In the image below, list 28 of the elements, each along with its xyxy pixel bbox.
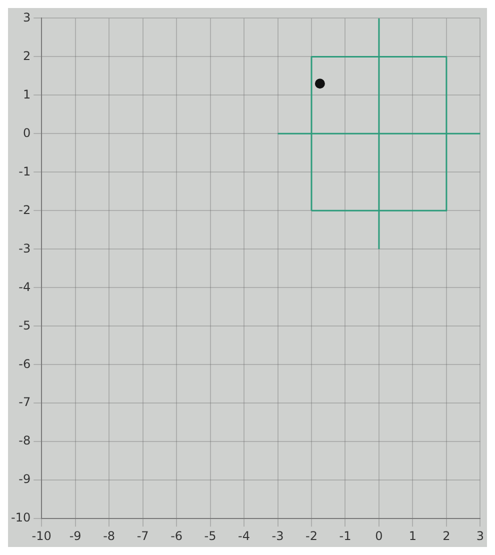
x-tick-label: -9 — [69, 528, 82, 543]
x-tick-label: -4 — [238, 528, 250, 543]
x-tick-label: -6 — [170, 528, 183, 543]
y-tick-label: -9 — [18, 472, 31, 486]
y-tick-label: 0 — [22, 126, 31, 140]
y-tick-label: -5 — [18, 318, 31, 332]
y-tick-label: 1 — [22, 87, 31, 102]
y-tick-label: -7 — [18, 395, 31, 410]
y-tick-label: -4 — [18, 280, 31, 294]
y-tick-label: -3 — [18, 241, 31, 256]
y-tick-label: -8 — [18, 434, 31, 448]
x-tick-label: -8 — [103, 528, 116, 543]
x-tick-label: -1 — [339, 528, 352, 543]
x-tick-label: -10 — [32, 528, 52, 543]
x-tick-label: -7 — [136, 528, 149, 543]
y-tick-label: -1 — [18, 164, 31, 178]
x-tick-label: -2 — [306, 528, 318, 543]
x-tick-label: 3 — [476, 528, 484, 543]
y-tick-label: 3 — [22, 10, 31, 24]
x-tick-label: 0 — [375, 528, 383, 543]
y-tick-label: 2 — [22, 48, 31, 63]
y-tick-label: -10 — [10, 510, 31, 525]
x-tick-label: 1 — [408, 528, 417, 543]
x-tick-label: -3 — [272, 528, 284, 543]
x-tick-label: 2 — [442, 528, 450, 543]
x-tick-label: -5 — [204, 528, 216, 543]
y-tick-label: -2 — [18, 202, 31, 217]
y-tick-label: -6 — [18, 356, 31, 371]
